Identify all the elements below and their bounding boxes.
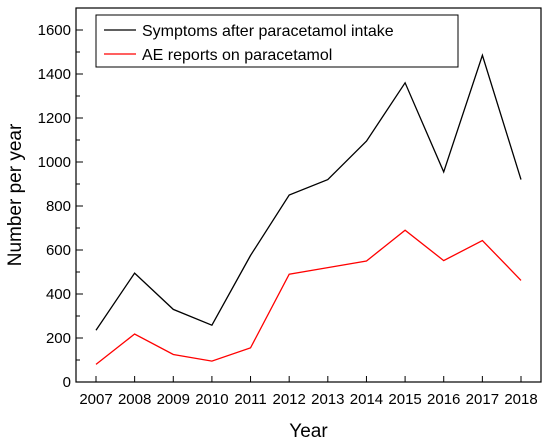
y-tick-label: 800	[46, 198, 71, 215]
y-tick-label: 1000	[38, 154, 71, 171]
legend-label-1: Symptoms after paracetamol intake	[142, 23, 394, 40]
y-tick-label: 1200	[38, 110, 71, 127]
x-axis-title: Year	[289, 421, 328, 442]
x-tick-label: 2010	[195, 391, 228, 408]
x-tick-label: 2013	[311, 391, 344, 408]
x-tick-label: 2011	[234, 391, 266, 408]
x-tick-label: 2012	[272, 391, 305, 408]
x-tick-label: 2008	[118, 391, 151, 408]
x-tick-label: 2007	[79, 391, 112, 408]
x-tick-label: 2016	[427, 391, 460, 408]
x-tick-label: 2009	[157, 391, 190, 408]
y-tick-label: 0	[63, 374, 71, 391]
x-tick-label: 2014	[350, 391, 383, 408]
y-tick-label: 200	[46, 330, 71, 347]
x-tick-label: 2015	[388, 391, 421, 408]
series-line-1	[96, 55, 521, 330]
y-tick-label: 400	[46, 286, 71, 303]
y-tick-label: 600	[46, 242, 71, 259]
y-tick-label: 1400	[38, 66, 71, 83]
series-layer	[96, 55, 521, 364]
x-axis: 2007 2008 2009 2010 2011 2012 2013 2014 2015 2016…	[79, 376, 537, 408]
y-tick-label: 1600	[38, 22, 71, 39]
x-tick-label: 2017	[466, 391, 499, 408]
y-axis-title: Number per year	[5, 123, 26, 266]
legend-label-2: AE reports on paracetamol	[142, 47, 332, 64]
legend: Symptoms after paracetamol intake AE repo…	[96, 15, 458, 67]
x-tick-label: 2018	[504, 391, 537, 408]
